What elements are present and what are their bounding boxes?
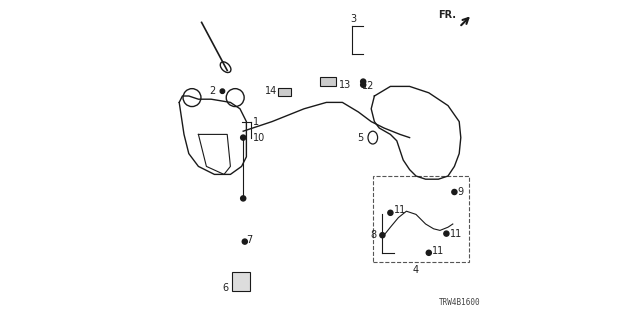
Circle shape bbox=[241, 196, 246, 201]
Text: 12: 12 bbox=[362, 81, 374, 92]
Text: 14: 14 bbox=[264, 86, 277, 96]
Circle shape bbox=[388, 210, 393, 215]
Bar bbox=[232, 272, 250, 291]
Text: FR.: FR. bbox=[438, 10, 456, 20]
Text: 13: 13 bbox=[339, 80, 351, 90]
Circle shape bbox=[243, 239, 248, 244]
Circle shape bbox=[452, 189, 457, 195]
Text: 4: 4 bbox=[413, 265, 419, 276]
Text: 6: 6 bbox=[223, 283, 229, 293]
Text: 10: 10 bbox=[253, 132, 265, 143]
Text: 9: 9 bbox=[458, 187, 464, 197]
Circle shape bbox=[426, 250, 431, 255]
Circle shape bbox=[360, 79, 366, 84]
Text: 8: 8 bbox=[371, 230, 377, 240]
Circle shape bbox=[444, 231, 449, 236]
Text: 2: 2 bbox=[210, 86, 216, 96]
Circle shape bbox=[241, 135, 246, 140]
Text: TRW4B1600: TRW4B1600 bbox=[438, 298, 480, 307]
Text: 3: 3 bbox=[351, 14, 356, 24]
Bar bbox=[320, 77, 336, 86]
Text: 7: 7 bbox=[246, 235, 253, 245]
Text: 11: 11 bbox=[394, 204, 406, 215]
Circle shape bbox=[220, 89, 225, 93]
Text: 5: 5 bbox=[357, 132, 364, 143]
Circle shape bbox=[360, 82, 366, 87]
Text: 11: 11 bbox=[451, 228, 463, 239]
Circle shape bbox=[380, 233, 385, 238]
Text: 1: 1 bbox=[253, 116, 259, 127]
Text: 11: 11 bbox=[432, 246, 444, 256]
Bar bbox=[278, 88, 291, 96]
Bar bbox=[372, 176, 468, 262]
